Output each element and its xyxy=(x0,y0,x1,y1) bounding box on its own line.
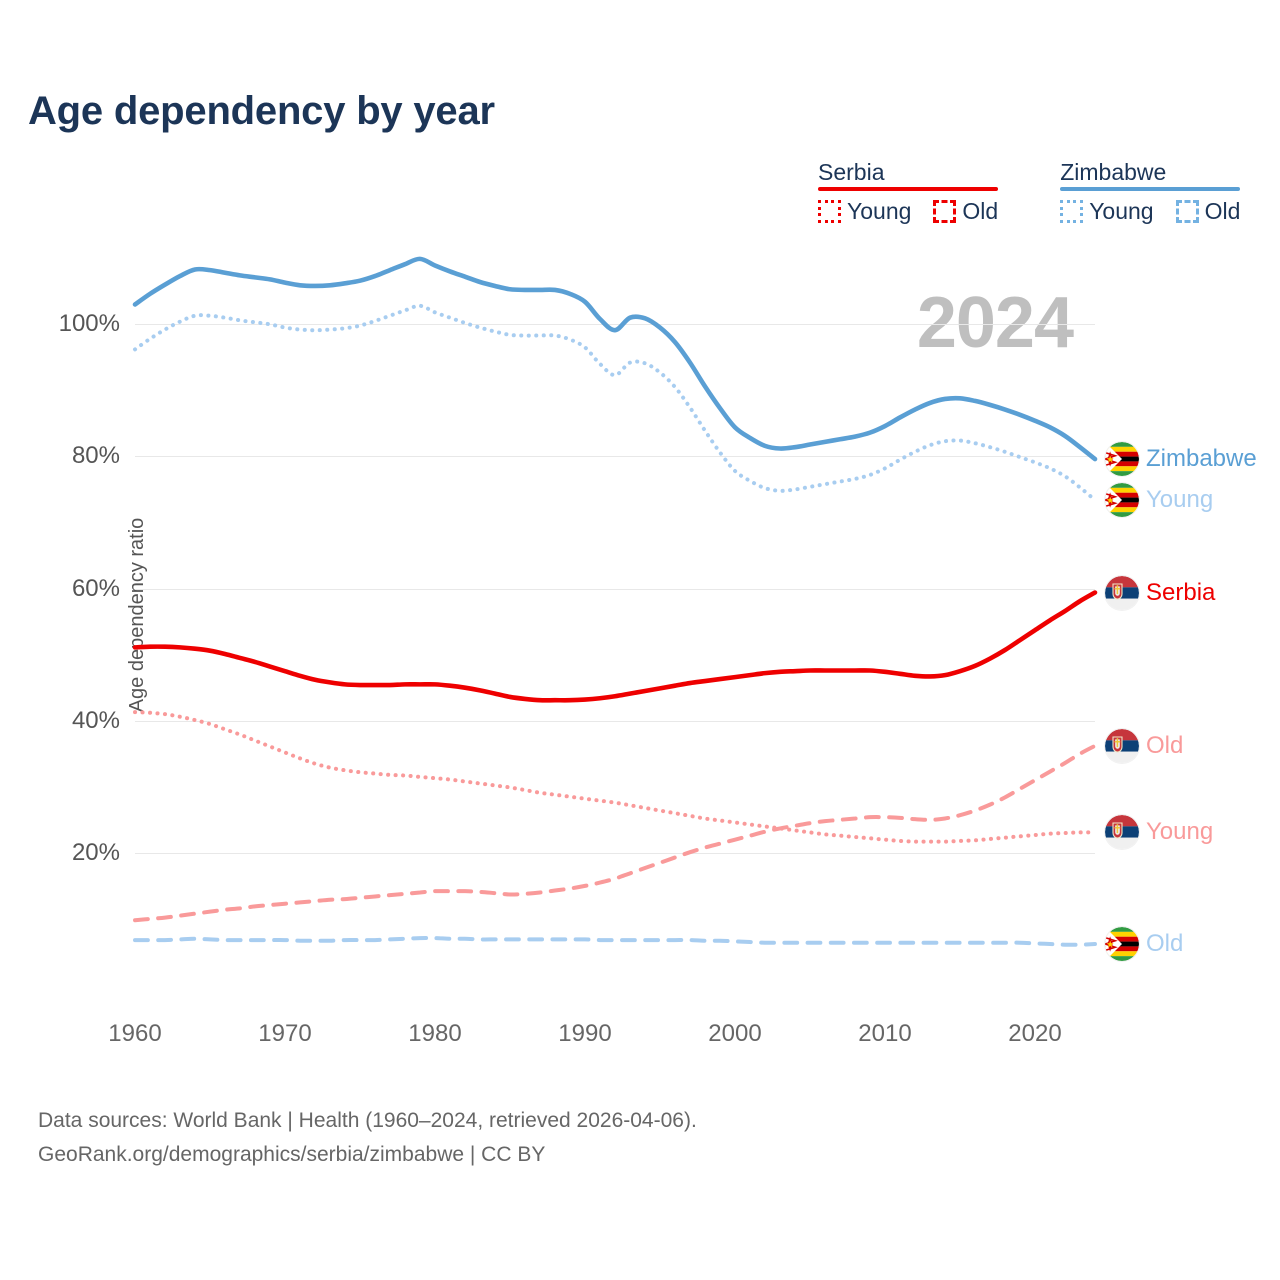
serbia-flag-icon xyxy=(1105,815,1139,850)
legend-label-zimbabwe-old: Old xyxy=(1204,198,1241,225)
legend-group-zimbabwe: Zimbabwe Young Old xyxy=(1060,159,1241,225)
end-label-zimbabwe-0: Zimbabwe xyxy=(1105,442,1257,477)
chart-legend: Serbia Young Old Zimbabwe Young xyxy=(818,159,1241,225)
series-line-zimbabwe-old xyxy=(133,936,1097,947)
zimbabwe-flag-icon xyxy=(1105,927,1139,962)
plot-area: 2024 Age dependency ratio 20% 40% 60% 80% 10… xyxy=(59,245,1098,1047)
footer-data-sources: Data sources: World Bank | Health (1960–… xyxy=(38,1109,697,1132)
gridline xyxy=(135,720,1095,722)
series-lines xyxy=(132,256,1098,947)
end-label-text: Young xyxy=(1146,818,1214,846)
legend-rule-zimbabwe xyxy=(1060,187,1241,192)
x-tick-label: 2020 xyxy=(1008,1020,1062,1047)
gridline xyxy=(135,324,1095,326)
footer: Data sources: World Bank | Health (1960–… xyxy=(38,1104,697,1172)
page-title: Age dependency by year xyxy=(28,89,495,133)
end-label-text: Old xyxy=(1146,930,1184,958)
legend-swatch-dotted-icon xyxy=(818,200,841,224)
gridline xyxy=(135,456,1095,458)
x-tick-label: 2010 xyxy=(858,1020,912,1047)
year-watermark: 2024 xyxy=(916,283,1074,363)
series-line-serbia-young xyxy=(133,710,1097,844)
end-label-text: Young xyxy=(1146,486,1214,514)
y-tick-label: 40% xyxy=(71,706,120,734)
footer-attribution[interactable]: GeoRank.org/demographics/serbia/zimbabwe… xyxy=(38,1143,546,1167)
legend-items-zimbabwe: Young Old xyxy=(1060,198,1240,225)
legend-item-zimbabwe-young[interactable]: Young xyxy=(1060,198,1154,225)
x-tick-label: 1960 xyxy=(108,1020,162,1047)
legend-rule-serbia xyxy=(818,187,999,192)
end-label-text: Zimbabwe xyxy=(1146,445,1257,473)
end-label-text: Serbia xyxy=(1146,578,1216,606)
series-line-zimbabwe xyxy=(132,256,1098,462)
serbia-flag-icon xyxy=(1105,728,1139,763)
legend-swatch-dotted-icon xyxy=(1060,200,1084,224)
x-tick-label: 1970 xyxy=(258,1020,312,1047)
end-label-text: Old xyxy=(1146,731,1184,759)
legend-label-serbia-young: Young xyxy=(847,198,912,225)
series-line-zimbabwe-young xyxy=(133,303,1097,503)
zimbabwe-flag-icon xyxy=(1105,483,1139,518)
legend-label-zimbabwe-young: Young xyxy=(1089,198,1154,225)
y-tick-label: 60% xyxy=(71,574,120,602)
y-tick-label: 100% xyxy=(58,310,120,338)
legend-group-serbia: Serbia Young Old xyxy=(818,159,999,225)
legend-country-zimbabwe[interactable]: Zimbabwe xyxy=(1060,159,1167,185)
end-label-old-5: Old xyxy=(1105,927,1184,962)
x-tick-label: 2000 xyxy=(708,1020,762,1047)
end-label-old-3: Old xyxy=(1105,728,1184,763)
y-tick-label: 20% xyxy=(71,838,120,866)
zimbabwe-flag-icon xyxy=(1105,442,1139,477)
serbia-flag-icon xyxy=(1105,575,1139,610)
end-label-young-1: Young xyxy=(1105,483,1214,518)
legend-swatch-dashed-icon xyxy=(933,200,957,224)
legend-label-serbia-old: Old xyxy=(962,198,999,225)
gridline xyxy=(135,852,1095,854)
legend-item-serbia-young[interactable]: Young xyxy=(818,198,911,225)
end-label-young-4: Young xyxy=(1105,815,1214,850)
legend-swatch-dashed-icon xyxy=(1175,200,1199,224)
y-tick-label: 80% xyxy=(71,442,120,470)
legend-country-serbia[interactable]: Serbia xyxy=(818,159,885,185)
x-tick-label: 1980 xyxy=(408,1020,462,1047)
legend-items-serbia: Young Old xyxy=(818,198,998,225)
series-line-serbia-old xyxy=(133,743,1097,923)
end-label-serbia-2: Serbia xyxy=(1105,575,1216,610)
legend-item-zimbabwe-old[interactable]: Old xyxy=(1175,198,1241,225)
x-tick-label: 1990 xyxy=(558,1020,612,1047)
legend-item-serbia-old[interactable]: Old xyxy=(933,198,998,225)
gridline xyxy=(135,588,1095,590)
series-line-serbia xyxy=(132,590,1098,703)
